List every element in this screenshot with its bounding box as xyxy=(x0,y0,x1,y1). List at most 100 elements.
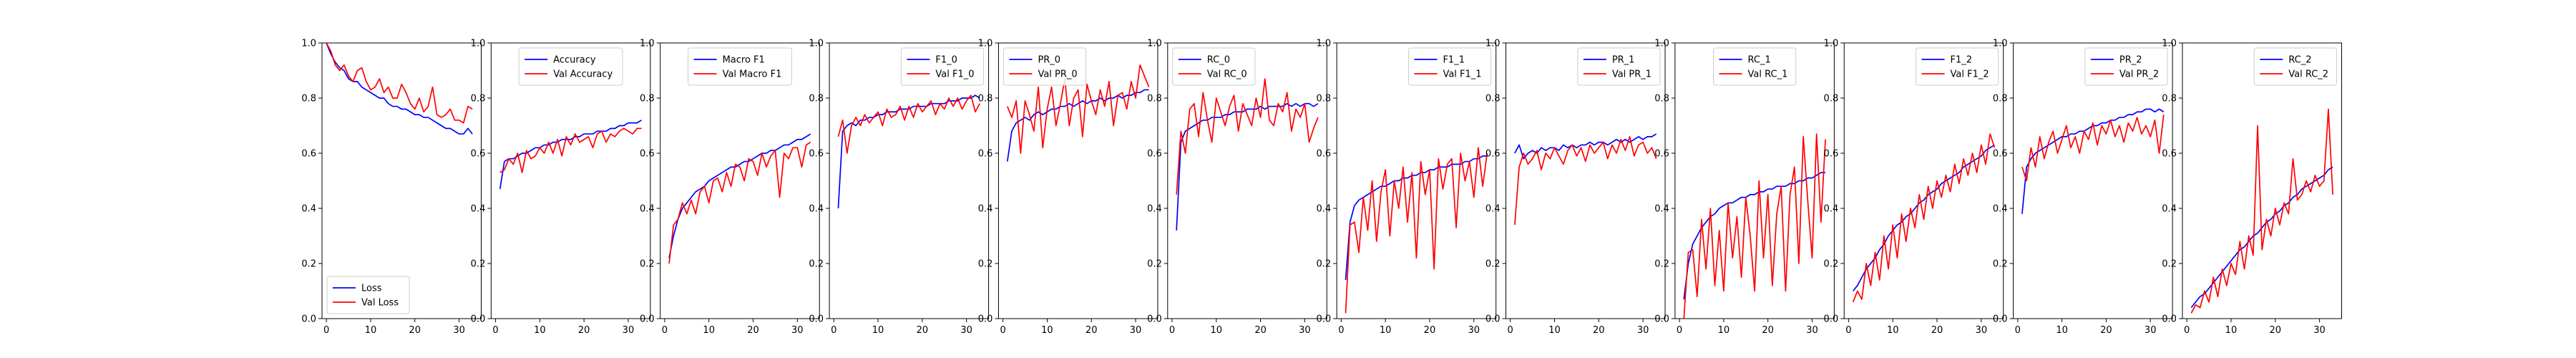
series-line-val-f1-0 xyxy=(837,95,980,154)
y-tick-label: 0.6 xyxy=(471,149,486,160)
legend-box xyxy=(1577,47,1661,86)
legend-label: RC_2 xyxy=(2288,55,2311,66)
legend-box xyxy=(1713,47,1797,86)
y-tick-label: 0.0 xyxy=(301,314,316,325)
y-tick-label: 0.0 xyxy=(809,314,824,325)
series-line-val-rc-1 xyxy=(1683,133,1826,319)
y-tick-label: 0.6 xyxy=(1316,149,1331,160)
y-tick-label: 0.6 xyxy=(1993,149,2008,160)
legend: RC_1 Val RC_1 xyxy=(1713,47,1797,86)
legend-label: Val Accuracy xyxy=(553,69,613,80)
x-tick-label: 10 xyxy=(2225,325,2238,336)
y-tick-label: 1.0 xyxy=(809,39,824,49)
y-tick-label: 0.6 xyxy=(1654,149,1669,160)
y-tick-label: 0.2 xyxy=(1654,259,1669,270)
series-line-val-pr-0 xyxy=(1007,64,1150,154)
series-line-val-accuracy xyxy=(499,127,642,173)
x-tick-label: 10 xyxy=(1041,325,1053,336)
subplot-2: 0.0 0.2 0.4 0.6 0.8 1.0 0 10 20 30 Accuracy Val Acc… xyxy=(471,39,651,336)
y-tick-label: 0.8 xyxy=(301,94,316,105)
y-tick-label: 0.2 xyxy=(301,259,316,270)
y-tick-label: 0.2 xyxy=(978,259,993,270)
series-line-val-pr-1 xyxy=(1514,136,1657,226)
series-line-rc-0 xyxy=(1176,102,1319,231)
y-tick-label: 0.6 xyxy=(809,149,824,160)
legend-label: PR_0 xyxy=(1038,55,1060,66)
y-tick-label: 0.4 xyxy=(640,204,655,215)
legend-label: Val PR_1 xyxy=(1612,69,1652,80)
x-tick-label: 30 xyxy=(1299,325,1311,336)
legend-label: PR_2 xyxy=(2119,55,2142,66)
legend-label: Val Loss xyxy=(361,298,399,309)
x-tick-label: 30 xyxy=(2145,325,2157,336)
axes-frame xyxy=(997,42,1158,319)
legend-label: Val PR_2 xyxy=(2119,69,2159,80)
x-tick-label: 30 xyxy=(1806,325,1818,336)
legend-box xyxy=(518,47,623,86)
y-tick-label: 0.8 xyxy=(2162,94,2177,105)
x-tick-label: 0 xyxy=(323,325,329,336)
x-tick-label: 30 xyxy=(960,325,972,336)
y-tick-label: 0.6 xyxy=(2162,149,2177,160)
x-tick-label: 20 xyxy=(1085,325,1098,336)
axes-frame xyxy=(490,42,651,319)
y-tick-label: 0.6 xyxy=(1485,149,1501,160)
legend: F1_1 Val F1_1 xyxy=(1407,47,1492,86)
y-tick-label: 0.4 xyxy=(1485,204,1501,215)
y-tick-label: 0.4 xyxy=(1993,204,2008,215)
subplot-3: 0.0 0.2 0.4 0.6 0.8 1.0 0 10 20 30 Macro F1 Val Mac… xyxy=(640,39,820,336)
legend: PR_1 Val PR_1 xyxy=(1577,47,1661,86)
y-tick-label: 0.0 xyxy=(2162,314,2177,325)
x-tick-label: 30 xyxy=(453,325,465,336)
x-tick-label: 0 xyxy=(1000,325,1005,336)
y-tick-label: 0.4 xyxy=(809,204,824,215)
y-tick-label: 0.0 xyxy=(1485,314,1501,325)
y-tick-label: 1.0 xyxy=(301,39,316,49)
y-tick-label: 1.0 xyxy=(2162,39,2177,49)
y-tick-label: 0.2 xyxy=(1993,259,2008,270)
y-tick-label: 0.8 xyxy=(1993,94,2008,105)
x-tick-label: 30 xyxy=(1637,325,1649,336)
subplot-9: 0.0 0.2 0.4 0.6 0.8 1.0 0 10 20 30 RC_1 Val RC_1 xyxy=(1654,39,1835,336)
legend-label: Accuracy xyxy=(553,55,596,66)
y-tick-label: 0.8 xyxy=(1824,94,1839,105)
x-tick-label: 10 xyxy=(1548,325,1561,336)
y-tick-label: 1.0 xyxy=(640,39,655,49)
x-tick-label: 30 xyxy=(791,325,804,336)
y-tick-label: 0.2 xyxy=(1316,259,1331,270)
legend-box xyxy=(900,47,985,86)
y-tick-label: 0.8 xyxy=(978,94,993,105)
legend: RC_0 Val RC_0 xyxy=(1172,47,1256,86)
y-tick-label: 0.0 xyxy=(640,314,655,325)
y-tick-label: 1.0 xyxy=(1654,39,1669,49)
x-tick-label: 20 xyxy=(1762,325,1774,336)
x-tick-label: 10 xyxy=(1380,325,1392,336)
y-tick-label: 0.4 xyxy=(1147,204,1162,215)
y-tick-label: 1.0 xyxy=(1993,39,2008,49)
legend-box xyxy=(1002,47,1087,86)
y-tick-label: 0.0 xyxy=(1654,314,1669,325)
legend-box xyxy=(326,276,410,314)
legend-label: Val Macro F1 xyxy=(723,69,782,80)
x-tick-label: 10 xyxy=(1887,325,1899,336)
x-tick-label: 30 xyxy=(1468,325,1480,336)
axes-frame xyxy=(1336,42,1497,319)
legend-box xyxy=(2084,47,2168,86)
y-tick-label: 0.0 xyxy=(978,314,993,325)
y-tick-label: 0.0 xyxy=(1993,314,2008,325)
legend-box xyxy=(1407,47,1492,86)
y-tick-label: 0.2 xyxy=(1485,259,1501,270)
y-tick-label: 0.8 xyxy=(1485,94,1501,105)
y-tick-label: 1.0 xyxy=(471,39,486,49)
y-tick-label: 0.6 xyxy=(640,149,655,160)
series-line-f1-0 xyxy=(837,95,980,209)
y-tick-label: 0.8 xyxy=(640,94,655,105)
x-tick-label: 0 xyxy=(1169,325,1175,336)
x-tick-label: 10 xyxy=(534,325,546,336)
y-tick-label: 0.4 xyxy=(301,204,316,215)
axes-frame xyxy=(1843,42,2004,319)
series-line-accuracy xyxy=(499,120,642,190)
x-tick-label: 0 xyxy=(2015,325,2021,336)
x-tick-label: 10 xyxy=(1718,325,1730,336)
